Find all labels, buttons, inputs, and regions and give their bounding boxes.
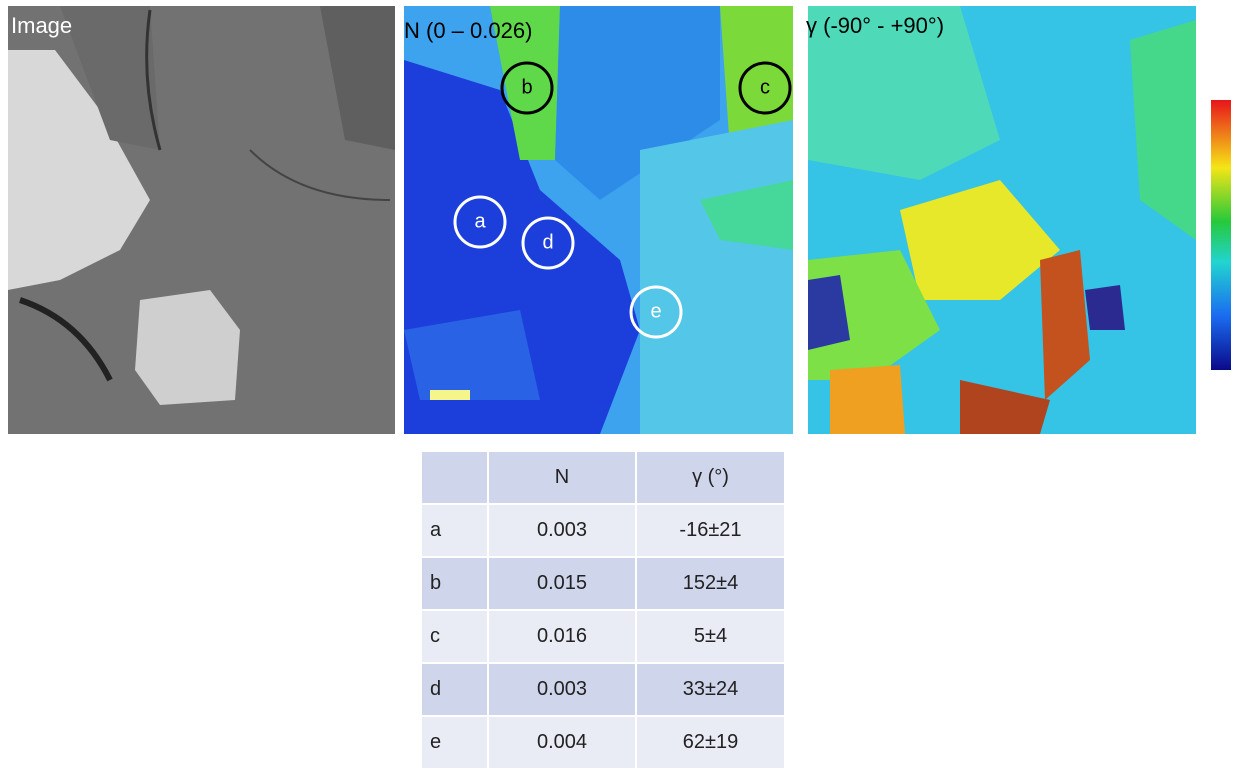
table-cell: 62±19 [635, 715, 786, 770]
table-cell: c [420, 609, 489, 664]
region-circle [629, 285, 683, 339]
region-label: b [521, 76, 532, 98]
results-table: N γ (°) a 0.003 -16±21 b 0.015 152±4 c 0.016 5±4… [420, 450, 786, 770]
gamma-map-panel [808, 6, 1196, 434]
table-cell: -16±21 [635, 503, 786, 558]
table-body: N γ (°) a 0.003 -16±21 b 0.015 152±4 c 0.016 5±4… [420, 450, 786, 770]
table-row: b 0.015 152±4 [420, 556, 786, 611]
region-circle [500, 61, 554, 115]
region-label: c [760, 76, 770, 98]
table-row: e 0.004 62±19 [420, 715, 786, 770]
table-cell: a [420, 503, 489, 558]
region-circle [453, 195, 507, 249]
region-label: a [474, 210, 486, 232]
table-row: a 0.003 -16±21 [420, 503, 786, 558]
table-cell: 0.004 [487, 715, 637, 770]
table-cell: 152±4 [635, 556, 786, 611]
region-circle [521, 216, 575, 270]
n-map-panel [404, 6, 793, 434]
panel-label: N (0 – 0.026) [404, 18, 532, 43]
table-cell: 0.003 [487, 503, 637, 558]
table-row: d 0.003 33±24 [420, 662, 786, 717]
panel-label: Image [11, 13, 72, 38]
table-cell: d [420, 662, 489, 717]
header-row: N γ (°) [420, 450, 786, 505]
table-cell: e [420, 715, 489, 770]
region-label: e [650, 300, 661, 322]
table-cell: b [420, 556, 489, 611]
corner-cell [420, 450, 489, 505]
header-cell: γ (°) [635, 450, 786, 505]
table-row: c 0.016 5±4 [420, 609, 786, 664]
region-label: d [542, 231, 553, 253]
panel-label: γ (-90° - +90°) [806, 13, 944, 38]
table-cell: 0.016 [487, 609, 637, 664]
region-markers: a b c d e [453, 61, 792, 339]
table-cell: 0.003 [487, 662, 637, 717]
image-panel [8, 6, 395, 434]
table-cell: 33±24 [635, 662, 786, 717]
table-cell: 0.015 [487, 556, 637, 611]
region-circle [738, 61, 792, 115]
header-cell: N [487, 450, 637, 505]
table-cell: 5±4 [635, 609, 786, 664]
figure: Image N (0 – 0.026) γ (-90° - +90°) a b c d… [8, 6, 1231, 434]
colorbar [1211, 100, 1231, 370]
